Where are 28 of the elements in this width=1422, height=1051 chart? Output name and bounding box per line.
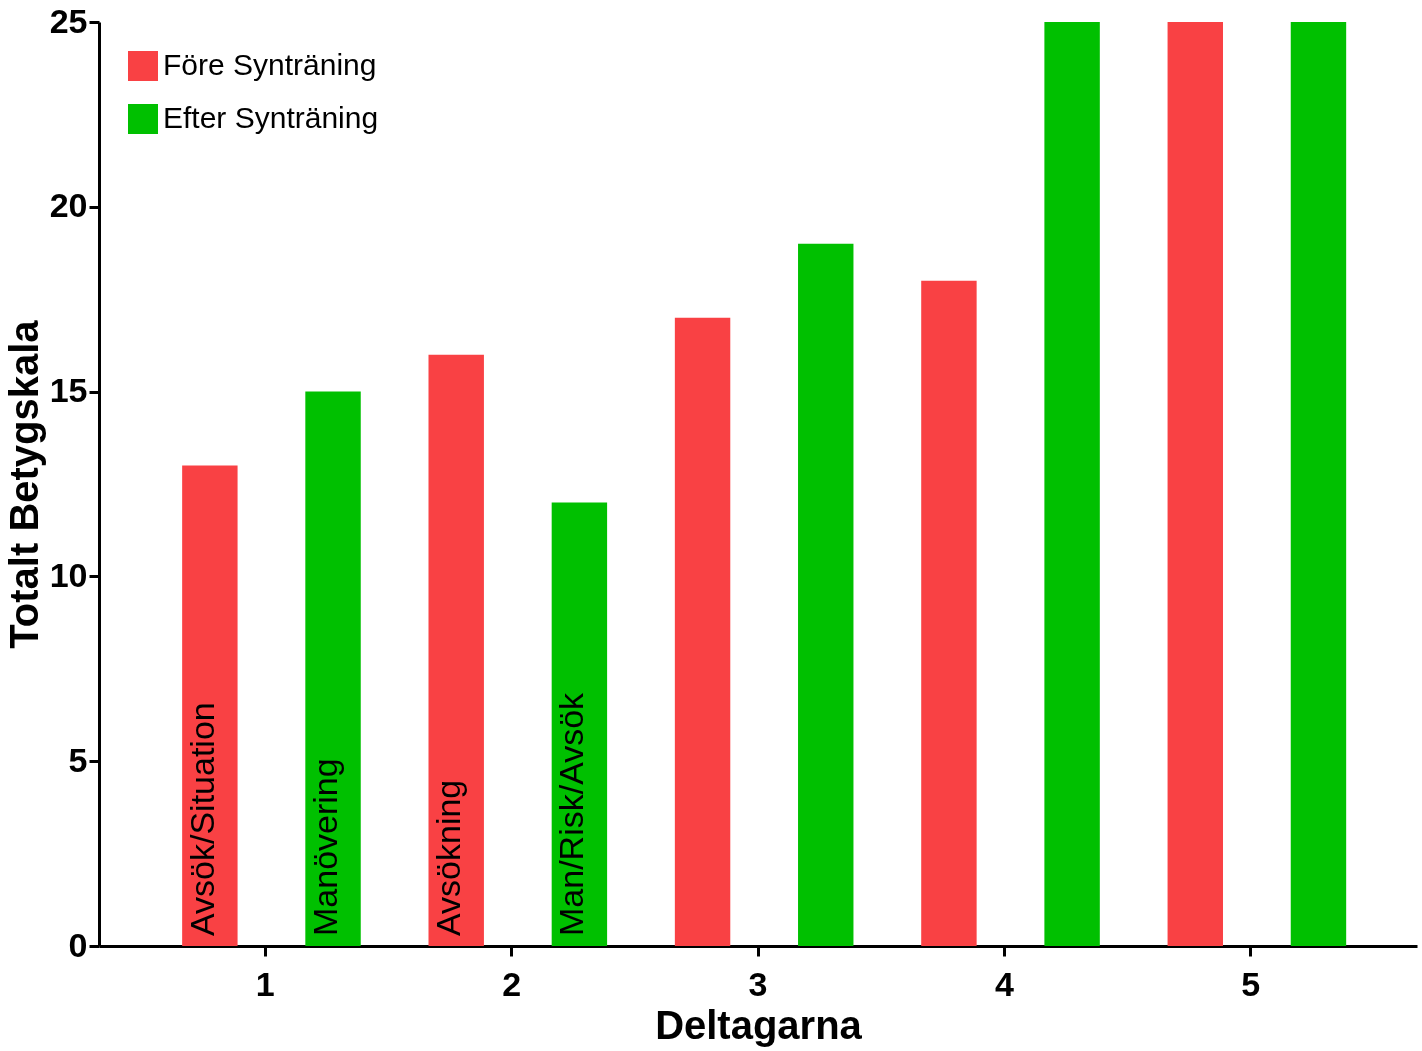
x-axis-title: Deltagarna — [655, 1002, 863, 1047]
y-tick-label: 0 — [68, 925, 88, 964]
bar — [674, 317, 731, 946]
annotation: Avsökning — [429, 779, 468, 936]
legend-label: Före Synträning — [163, 48, 377, 81]
annotation: Man/Risk/Avsök — [552, 691, 591, 936]
y-tick-label: 10 — [49, 555, 88, 594]
x-tick-label: 4 — [994, 964, 1014, 1003]
annotation: Avsök/Situation — [182, 702, 221, 936]
bar — [1044, 22, 1100, 946]
x-tick-label: 3 — [748, 964, 768, 1003]
bar — [182, 465, 238, 946]
y-tick-label: 20 — [49, 186, 88, 225]
x-tick-label: 2 — [502, 964, 522, 1003]
y-tick-label: 25 — [49, 1, 88, 40]
y-axis-title: Totalt Betygskala — [1, 319, 46, 649]
bar — [428, 354, 484, 946]
bar — [798, 243, 854, 946]
bar — [1290, 22, 1347, 946]
annotation: Manövering — [305, 758, 344, 936]
y-tick-label: 5 — [68, 740, 88, 779]
x-tick-label: 5 — [1241, 964, 1261, 1003]
bar — [1167, 22, 1223, 946]
x-tick-label: 1 — [255, 964, 275, 1003]
bar — [305, 391, 361, 946]
legend-label: Efter Synträning — [163, 101, 379, 134]
y-tick-label: 15 — [49, 371, 88, 410]
bar — [921, 280, 977, 946]
